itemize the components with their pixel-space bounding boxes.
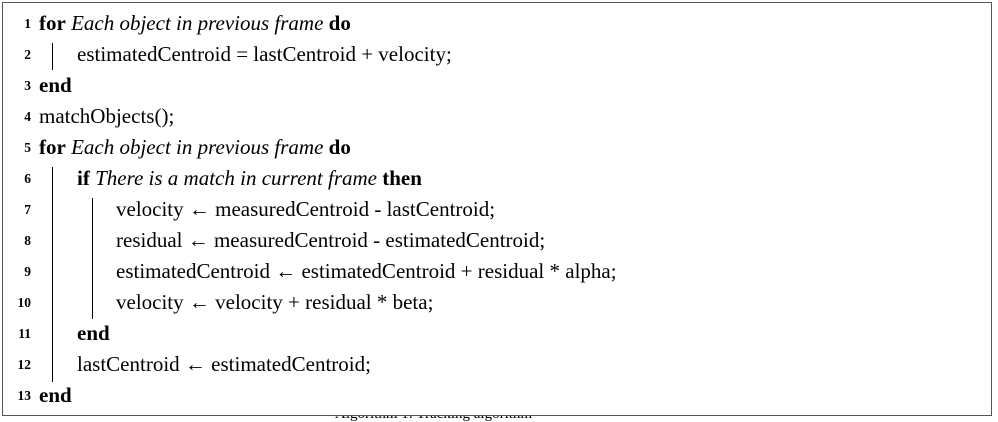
if-condition: There is a match in current frame bbox=[95, 166, 377, 190]
statement-text: matchObjects(); bbox=[39, 104, 175, 128]
statement-text: velocity ← velocity + residual * beta; bbox=[116, 290, 434, 314]
line-number: 7 bbox=[24, 201, 31, 217]
line-number: 13 bbox=[17, 387, 32, 403]
keyword-for: for bbox=[39, 11, 66, 35]
line-number: 11 bbox=[18, 325, 31, 341]
algorithm-caption-fragment: Algorithm 1: Tracking algorithm bbox=[335, 416, 580, 422]
line-number: 8 bbox=[24, 232, 31, 248]
statement-text: estimatedCentroid ← estimatedCentroid + … bbox=[116, 259, 617, 283]
scope-bar-for-2 bbox=[52, 167, 53, 382]
line-number: 9 bbox=[24, 263, 31, 279]
algorithm-box: 1 for Each object in previous frame do 2… bbox=[2, 2, 992, 416]
keyword-do: do bbox=[328, 135, 351, 159]
loop-condition: Each object in previous frame bbox=[71, 135, 324, 159]
statement-text: velocity ← measuredCentroid - lastCentro… bbox=[116, 197, 496, 221]
keyword-end: end bbox=[39, 383, 72, 407]
keyword-then: then bbox=[382, 166, 422, 190]
scope-bar-for-1 bbox=[52, 43, 53, 70]
keyword-do: do bbox=[328, 11, 351, 35]
line-number: 3 bbox=[24, 77, 31, 93]
line-number: 5 bbox=[24, 139, 31, 155]
loop-condition: Each object in previous frame bbox=[71, 11, 324, 35]
keyword-end: end bbox=[39, 73, 72, 97]
line-number: 4 bbox=[24, 108, 31, 124]
line-number: 6 bbox=[24, 170, 31, 186]
keyword-end: end bbox=[77, 321, 110, 345]
line-number: 12 bbox=[17, 356, 32, 372]
line-number: 2 bbox=[24, 46, 31, 62]
keyword-if: if bbox=[77, 166, 90, 190]
statement-text: lastCentroid ← estimatedCentroid; bbox=[77, 352, 371, 376]
keyword-for: for bbox=[39, 135, 66, 159]
line-number: 10 bbox=[17, 294, 32, 310]
statement-text: estimatedCentroid = lastCentroid + veloc… bbox=[77, 42, 452, 66]
statement-text: residual ← measuredCentroid - estimatedC… bbox=[116, 228, 546, 252]
line-number: 1 bbox=[24, 15, 31, 31]
scope-bar-if bbox=[92, 198, 93, 319]
